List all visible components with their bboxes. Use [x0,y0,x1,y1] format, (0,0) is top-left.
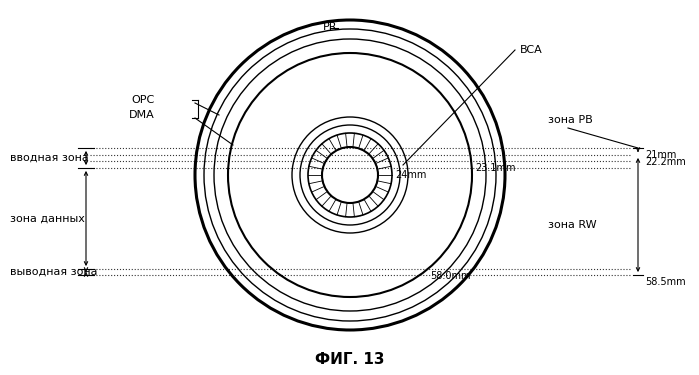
Text: 24mm: 24mm [395,170,426,180]
Text: PR: PR [323,22,337,32]
Text: BCA: BCA [520,45,542,55]
Text: 58.0mm: 58.0mm [430,271,470,281]
Text: выводная зона: выводная зона [10,267,97,277]
Text: 58.5mm: 58.5mm [645,277,686,287]
Text: зона RW: зона RW [548,220,597,230]
Text: 23.1mm: 23.1mm [475,163,515,173]
Text: 21mm: 21mm [645,150,677,160]
Text: зона PB: зона PB [548,115,593,125]
Text: зона данных: зона данных [10,213,85,223]
Text: ФИГ. 13: ФИГ. 13 [315,352,384,368]
Text: вводная зона: вводная зона [10,153,89,163]
Text: DMA: DMA [129,110,155,120]
Text: 22.2mm: 22.2mm [645,157,686,167]
Text: OPC: OPC [131,95,155,105]
